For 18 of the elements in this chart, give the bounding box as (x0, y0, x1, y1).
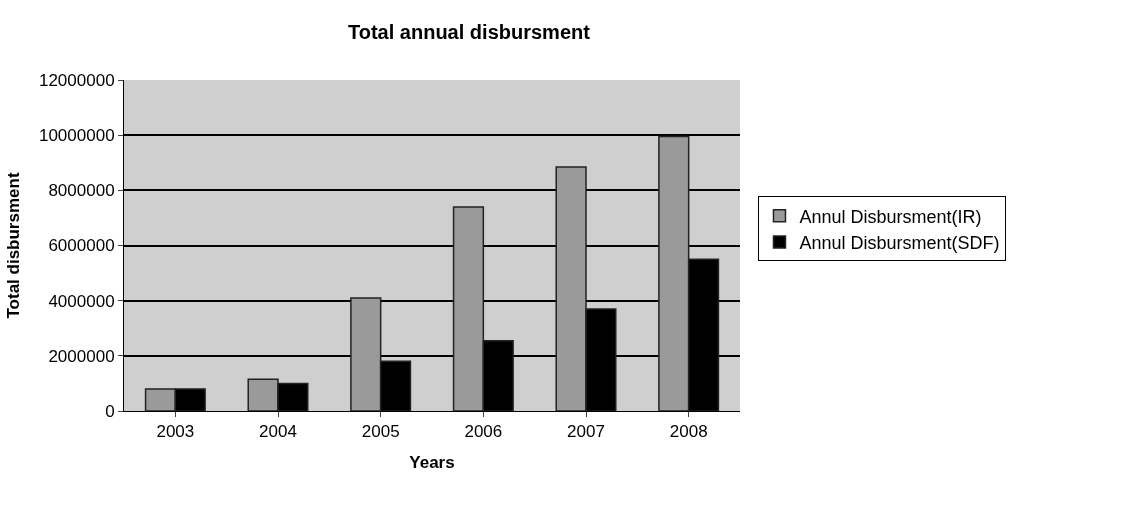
x-tick-label: 2006 (464, 422, 503, 442)
y-axis-title: Total disbursment (3, 172, 23, 319)
x-tick-label: 2007 (567, 422, 605, 442)
x-tick-label: 2003 (156, 422, 195, 442)
y-tick-label: 0 (105, 401, 115, 421)
x-tick-label: 2004 (259, 422, 297, 442)
y-tick-label: 12000000 (38, 70, 115, 90)
y-tick-label: 8000000 (48, 181, 115, 201)
y-tick-label: 10000000 (38, 126, 115, 146)
x-axis-title: Years (409, 452, 455, 472)
x-tick-label: 2008 (669, 422, 708, 442)
legend-label: Annul Disbursment(IR) (799, 206, 982, 227)
y-tick-label: 4000000 (48, 291, 115, 311)
chart-title: Total annual disbursment (348, 21, 591, 44)
x-tick-label: 2005 (361, 422, 400, 442)
legend-label: Annul Disbursment(SDF) (799, 233, 1000, 254)
y-tick-label: 6000000 (48, 236, 115, 256)
y-tick-label: 2000000 (48, 346, 115, 366)
